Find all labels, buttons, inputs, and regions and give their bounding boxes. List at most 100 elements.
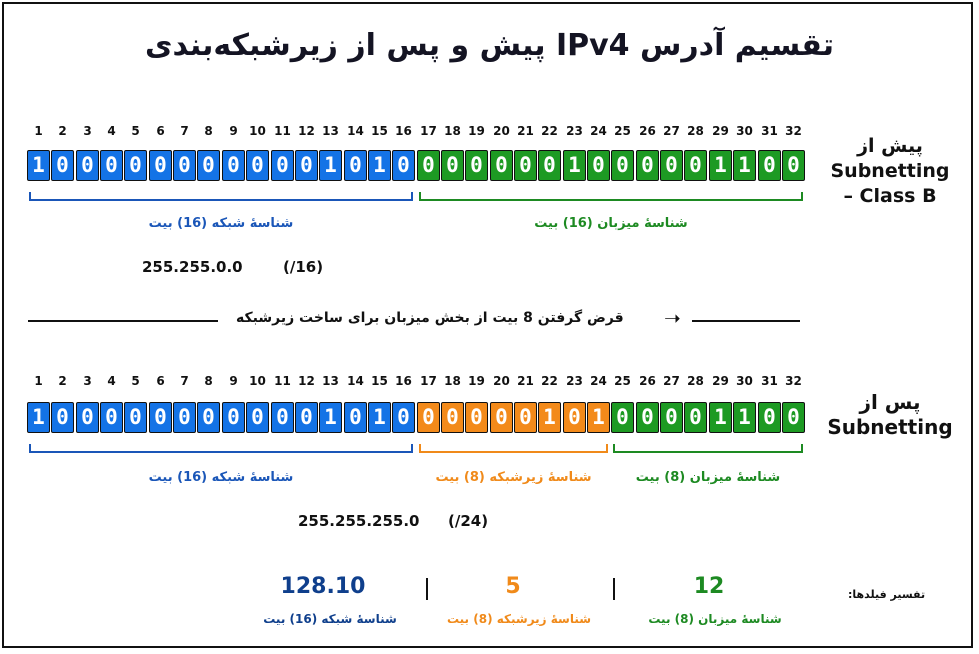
bit-cell-4: 0: [100, 402, 123, 433]
segment-label-orange: شناسهٔ زیرشبکه (8) بیت: [435, 470, 592, 485]
bit-cell-26: 0: [636, 402, 659, 433]
bit-cell-13: 1: [319, 150, 342, 181]
bit-cell-27: 0: [660, 402, 683, 433]
bit-cell-25: 0: [611, 150, 634, 181]
arrow-right-icon: ➝: [664, 306, 681, 330]
bit-cell-24: 0: [587, 150, 610, 181]
bit-position-14: 14: [347, 374, 364, 388]
bit-cell-15: 1: [368, 402, 391, 433]
bit-cell-5: 0: [124, 402, 147, 433]
bit-cell-11: 0: [271, 402, 294, 433]
segment-label-blue: شناسهٔ شبکه (16) بیت: [148, 216, 294, 231]
bit-cell-14: 0: [344, 150, 367, 181]
bit-cell-5: 0: [124, 150, 147, 181]
diagram-title: تقسیم آدرس IPv4 پیش و پس از زیرشبکه‌بندی: [145, 28, 834, 63]
bit-cell-3: 0: [76, 402, 99, 433]
bit-position-20: 20: [493, 124, 510, 138]
bit-cell-13: 1: [319, 402, 342, 433]
bit-position-12: 12: [298, 374, 315, 388]
bit-position-25: 25: [614, 124, 631, 138]
before-subnet-mask: 255.255.0.0: [142, 258, 243, 276]
bit-position-4: 4: [107, 374, 116, 388]
bit-cell-23: 1: [563, 150, 586, 181]
bit-position-11: 11: [274, 124, 291, 138]
summary-network-label: شناسهٔ شبکه (16) بیت: [263, 612, 397, 626]
bit-position-14: 14: [347, 124, 364, 138]
after-side-label-line2: Subnetting: [827, 415, 953, 439]
bit-position-20: 20: [493, 374, 510, 388]
bit-cell-7: 0: [173, 402, 196, 433]
bit-cell-12: 0: [295, 150, 318, 181]
bit-cell-29: 1: [709, 150, 732, 181]
bit-position-22: 22: [541, 124, 558, 138]
bit-cell-27: 0: [660, 150, 683, 181]
after-side-label-line1: پس از: [859, 390, 921, 414]
bit-cell-4: 0: [100, 150, 123, 181]
bit-position-29: 29: [712, 124, 729, 138]
bit-position-29: 29: [712, 374, 729, 388]
bit-cell-8: 0: [197, 150, 220, 181]
bit-cell-32: 0: [782, 402, 805, 433]
bit-cell-14: 0: [344, 402, 367, 433]
bit-position-19: 19: [468, 374, 485, 388]
bit-cell-8: 0: [197, 402, 220, 433]
bit-position-13: 13: [322, 124, 339, 138]
bit-position-13: 13: [322, 374, 339, 388]
bit-cell-3: 0: [76, 150, 99, 181]
bit-cell-2: 0: [51, 150, 74, 181]
bit-cell-25: 0: [611, 402, 634, 433]
before-side-label-line1: پیش از: [857, 135, 923, 157]
bit-position-4: 4: [107, 124, 116, 138]
bit-cell-16: 0: [392, 402, 415, 433]
bit-position-7: 7: [180, 124, 189, 138]
bit-cell-12: 0: [295, 402, 318, 433]
bit-position-18: 18: [444, 124, 461, 138]
bit-position-30: 30: [736, 124, 753, 138]
bit-cell-23: 0: [563, 402, 586, 433]
brace-orange: [419, 444, 608, 453]
bit-position-19: 19: [468, 124, 485, 138]
bit-position-27: 27: [663, 374, 680, 388]
bit-position-32: 32: [785, 124, 802, 138]
bit-cell-7: 0: [173, 150, 196, 181]
bit-position-18: 18: [444, 374, 461, 388]
bit-cell-1: 1: [27, 150, 50, 181]
bit-position-5: 5: [131, 124, 140, 138]
bit-position-26: 26: [639, 124, 656, 138]
bit-position-9: 9: [229, 124, 238, 138]
bit-cell-21: 0: [514, 402, 537, 433]
bit-position-6: 6: [156, 124, 165, 138]
bit-position-8: 8: [204, 374, 213, 388]
bit-cell-32: 0: [782, 150, 805, 181]
bit-position-10: 10: [249, 374, 266, 388]
segment-label-green: شناسهٔ میزبان (16) بیت: [534, 216, 688, 231]
bit-position-16: 16: [395, 374, 412, 388]
bit-position-25: 25: [614, 374, 631, 388]
bit-position-3: 3: [83, 124, 92, 138]
bit-position-26: 26: [639, 374, 656, 388]
bit-position-11: 11: [274, 374, 291, 388]
after-side-label: پس از Subnetting: [820, 390, 960, 440]
bit-position-1: 1: [34, 374, 43, 388]
bit-cell-30: 1: [733, 150, 756, 181]
bit-cell-9: 0: [222, 150, 245, 181]
bit-cell-21: 0: [514, 150, 537, 181]
segment-label-green: شناسهٔ میزبان (8) بیت: [635, 470, 781, 485]
bit-cell-1: 1: [27, 402, 50, 433]
bit-position-16: 16: [395, 124, 412, 138]
bit-cell-22: 0: [538, 150, 561, 181]
bit-cell-30: 1: [733, 402, 756, 433]
bit-cell-15: 1: [368, 150, 391, 181]
before-side-label-line3: – Class B: [843, 185, 937, 207]
summary-separator-2: [613, 578, 615, 600]
bit-position-21: 21: [517, 124, 534, 138]
bit-cell-18: 0: [441, 150, 464, 181]
bit-position-31: 31: [761, 374, 778, 388]
bit-cell-6: 0: [149, 150, 172, 181]
bit-position-24: 24: [590, 124, 607, 138]
brace-blue: [29, 192, 413, 201]
summary-subnet-label: شناسهٔ زیرشبکه (8) بیت: [446, 612, 592, 626]
before-prefix: (/16): [283, 258, 324, 276]
bit-cell-18: 0: [441, 402, 464, 433]
bit-cell-10: 0: [246, 402, 269, 433]
